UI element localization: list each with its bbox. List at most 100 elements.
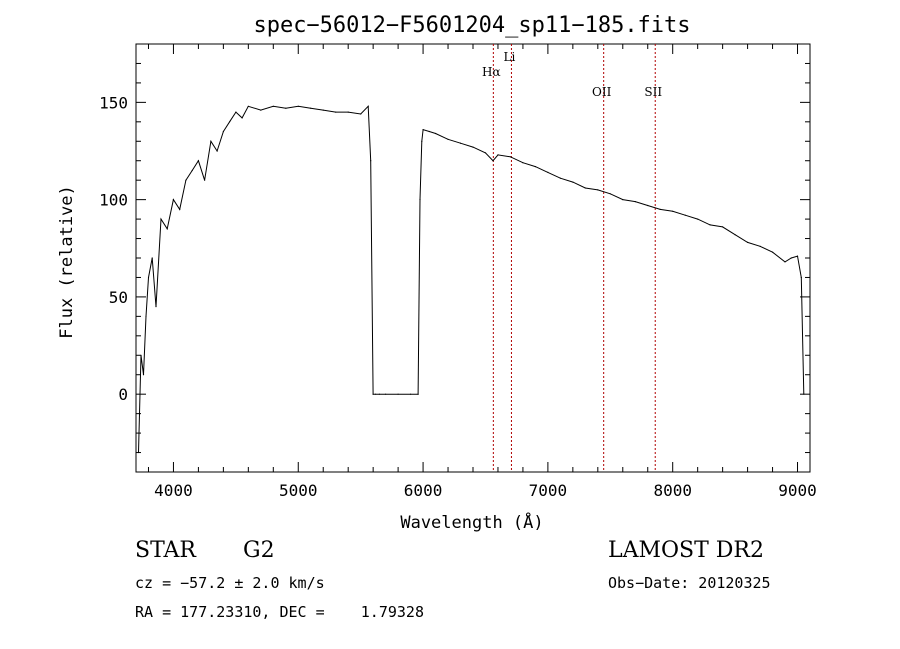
spectrum-point <box>347 111 349 113</box>
spectrum-point <box>796 255 799 257</box>
y-tick-label: 100 <box>99 191 128 210</box>
spectrum-point <box>484 152 487 154</box>
spectrum-point <box>659 208 661 210</box>
spectrum-point <box>160 218 162 220</box>
spectrum-point <box>335 111 337 113</box>
spectrum-point <box>210 140 212 142</box>
spectrum-point <box>310 107 312 109</box>
spectrum-point <box>734 234 736 236</box>
x-tick-label: 5000 <box>279 481 318 500</box>
object-type: STAR <box>135 538 196 563</box>
spectrum-point <box>422 129 424 131</box>
spectrum-point <box>492 160 494 162</box>
spectrum-point <box>247 105 249 107</box>
spectrum-point <box>155 306 157 308</box>
obs-date: Obs−Date: 20120325 <box>608 574 771 592</box>
spectrum-point <box>166 228 168 230</box>
spectrum-point <box>241 117 243 119</box>
x-tick-label: 6000 <box>404 481 443 500</box>
plot-frame <box>135 43 811 473</box>
survey-label: LAMOST DR2 <box>608 538 764 563</box>
spectrum-point <box>372 393 374 395</box>
spectral-line-label: Li <box>504 50 516 64</box>
spectrum-point <box>472 146 474 148</box>
spectrum-point <box>145 315 147 317</box>
spectrum-point <box>272 105 274 107</box>
spectrum-point <box>722 226 724 228</box>
spectrum-point <box>360 113 362 115</box>
spectrum-point <box>397 393 399 395</box>
spectrum-point <box>790 257 792 259</box>
spectrum-point <box>447 138 449 140</box>
spectrum-point <box>216 150 218 152</box>
spectrum-point <box>647 204 649 207</box>
spectrum-line <box>138 105 805 453</box>
spectrum-point <box>285 107 287 109</box>
spectral-line-label: OII <box>592 85 612 99</box>
spectrum-point <box>204 179 206 181</box>
spectrum-point <box>572 181 574 183</box>
spectrum-point <box>367 105 369 107</box>
spectrum-point <box>622 199 624 201</box>
spectrum-point <box>772 251 774 253</box>
spectrum-point <box>497 154 499 156</box>
spectral-line-label: Hα <box>482 65 501 79</box>
spectrum-point <box>378 393 380 395</box>
spectrum-point <box>375 393 377 395</box>
spectrum-point <box>584 187 586 189</box>
spectrum-point <box>803 393 805 395</box>
spectrum-point <box>417 393 419 395</box>
spectrum-point <box>260 109 262 111</box>
spectrum-point <box>191 169 193 172</box>
spectrum-point <box>800 276 802 279</box>
spectrum-point <box>459 142 462 144</box>
spectrum-point <box>410 393 412 395</box>
spectrum-point <box>559 177 562 179</box>
x-tick-label: 7000 <box>529 481 568 500</box>
spectrum-point <box>421 140 423 142</box>
spectrum-point <box>747 241 749 243</box>
x-axis-label: Wavelength (Å) <box>400 511 543 533</box>
spectrum-point <box>634 201 636 203</box>
spectral-line-label: SII <box>644 85 662 99</box>
spectrum-point <box>179 208 181 210</box>
spectrum-point <box>672 210 674 212</box>
spectrum-point <box>137 451 140 454</box>
spectrum-point <box>419 199 421 201</box>
spectrum-point <box>185 179 187 181</box>
spectrum-point <box>142 374 145 376</box>
spectrum-point <box>428 130 430 133</box>
x-tick-label: 4000 <box>154 481 193 500</box>
ra-dec: RA = 177.23310, DEC = 1.79328 <box>135 603 424 621</box>
spectrum-point <box>147 276 150 279</box>
spectrum-point <box>609 193 611 195</box>
spectrum-point <box>684 214 686 216</box>
spectrum-point <box>229 121 231 123</box>
spectrum-point <box>370 160 372 162</box>
y-tick-label: 150 <box>99 93 128 112</box>
y-axis-label: Flux (relative) <box>57 185 77 339</box>
spectrum-point <box>435 132 437 135</box>
spectrum-point <box>534 166 537 168</box>
spectrum-point <box>322 109 324 111</box>
redshift-cz: cz = −57.2 ± 2.0 km/s <box>135 574 325 592</box>
spectrum-point <box>759 245 761 247</box>
x-tick-label: 9000 <box>778 481 817 500</box>
y-tick-label: 50 <box>109 288 128 307</box>
x-tick-label: 8000 <box>653 481 692 500</box>
spectrum-point <box>385 393 387 395</box>
spectrum-point <box>522 162 524 164</box>
spectrum-point <box>222 130 224 133</box>
spectrum-point <box>197 160 199 162</box>
chart-title: spec−56012−F5601204_sp11−185.fits <box>253 13 690 38</box>
subclass: G2 <box>243 538 275 563</box>
spectrum-point <box>297 105 299 107</box>
y-tick-label: 0 <box>118 385 128 404</box>
spectrum-point <box>151 257 153 259</box>
spectrum-point <box>140 354 142 356</box>
spectrum-point <box>784 261 786 263</box>
spectrum-point <box>509 156 511 158</box>
spectrum-point <box>547 171 549 173</box>
